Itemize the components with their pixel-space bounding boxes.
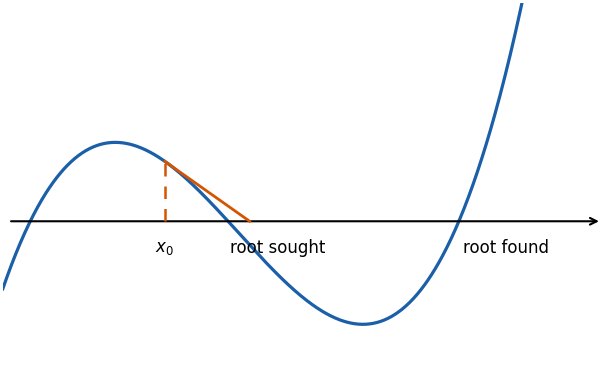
Text: $x_0$: $x_0$ — [156, 239, 174, 257]
Text: root found: root found — [463, 239, 549, 257]
Text: root sought: root sought — [230, 239, 325, 257]
